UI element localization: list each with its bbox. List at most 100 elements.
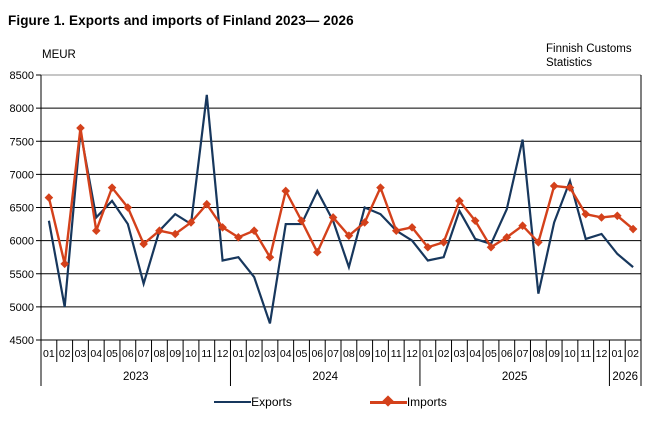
- month-label: 01: [611, 348, 623, 360]
- year-label: 2023: [123, 371, 149, 383]
- month-label: 09: [359, 348, 371, 360]
- month-label: 11: [201, 348, 212, 360]
- year-label: 2025: [502, 371, 528, 383]
- y-axis-tick-label: 7500: [10, 136, 34, 148]
- imports-marker: [155, 226, 164, 235]
- imports-marker: [281, 186, 291, 196]
- imports-marker: [455, 196, 464, 206]
- month-label: 09: [169, 348, 181, 360]
- month-label: 03: [264, 348, 276, 360]
- imports-marker: [218, 223, 227, 232]
- y-axis-tick-label: 7000: [10, 169, 34, 181]
- imports-marker: [234, 233, 243, 242]
- imports-marker: [376, 183, 385, 192]
- legend: Exports Imports: [0, 394, 661, 409]
- month-label: 06: [501, 348, 513, 360]
- month-label: 08: [154, 348, 166, 360]
- legend-item-imports: Imports: [369, 394, 447, 409]
- legend-exports-label: Exports: [251, 395, 292, 409]
- month-label: 02: [627, 348, 639, 360]
- month-label: 03: [454, 348, 466, 360]
- source-note-line2: Statistics: [546, 57, 593, 69]
- imports-marker: [313, 247, 322, 257]
- y-axis-tick-label: 8000: [10, 103, 34, 115]
- month-label: 08: [343, 348, 355, 360]
- imports-marker: [549, 181, 559, 191]
- y-axis-unit-label: MEUR: [42, 49, 76, 61]
- month-label: 08: [533, 348, 545, 360]
- year-label: 2026: [612, 371, 638, 383]
- imports-marker: [139, 239, 148, 249]
- imports-marker: [170, 229, 180, 239]
- month-label: 05: [485, 348, 497, 360]
- imports-marker: [518, 221, 527, 231]
- imports-marker: [123, 203, 133, 212]
- month-label: 06: [311, 348, 323, 360]
- imports-marker: [534, 237, 543, 247]
- imports-marker: [186, 218, 196, 227]
- month-label: 04: [469, 348, 481, 360]
- month-label: 02: [59, 348, 71, 360]
- month-label: 07: [517, 348, 529, 360]
- source-note: Finnish Customs Statistics: [546, 42, 632, 70]
- month-label: 12: [217, 348, 229, 360]
- y-axis-tick-label: 5500: [10, 269, 34, 281]
- imports-marker: [297, 216, 306, 226]
- exports-line-swatch-icon: [214, 400, 252, 404]
- y-axis-tick-label: 5000: [10, 302, 34, 314]
- figure-title: Figure 1. Exports and imports of Finland…: [8, 13, 354, 28]
- imports-marker: [470, 216, 480, 226]
- month-label: 12: [596, 348, 608, 360]
- source-note-line1: Finnish Customs: [546, 43, 632, 55]
- month-label: 01: [422, 348, 434, 360]
- y-axis-tick-label: 6000: [10, 236, 34, 248]
- imports-marker: [328, 213, 338, 222]
- imports-marker: [628, 224, 638, 234]
- month-label: 09: [548, 348, 560, 360]
- imports-marker: [423, 242, 433, 252]
- year-label: 2024: [312, 371, 338, 383]
- legend-imports-label: Imports: [406, 395, 447, 409]
- month-label: 07: [138, 348, 150, 360]
- imports-marker: [91, 226, 101, 235]
- month-label: 01: [233, 348, 245, 360]
- month-label: 04: [280, 348, 292, 360]
- month-label: 10: [375, 348, 387, 360]
- month-label: 10: [185, 348, 197, 360]
- imports-marker: [565, 183, 575, 192]
- imports-marker: [249, 226, 259, 235]
- month-label: 05: [296, 348, 308, 360]
- imports-line: [47, 127, 634, 265]
- imports-marker: [360, 218, 369, 227]
- imports-marker: [613, 211, 622, 221]
- y-axis-tick-label: 8500: [10, 70, 34, 82]
- imports-marker: [76, 123, 85, 133]
- month-label: 02: [248, 348, 260, 360]
- month-label: 11: [580, 348, 591, 360]
- imports-line-swatch-icon: [369, 394, 407, 407]
- imports-marker: [391, 226, 401, 235]
- exports-line: [47, 94, 634, 324]
- imports-marker: [439, 237, 448, 247]
- imports-marker: [407, 223, 417, 232]
- imports-marker: [202, 199, 212, 209]
- y-axis-tick-label: 4500: [10, 335, 34, 347]
- month-label: 07: [327, 348, 339, 360]
- month-label: 10: [564, 348, 576, 360]
- imports-marker: [265, 252, 275, 262]
- month-label: 05: [106, 348, 118, 360]
- y-axis-tick-label: 6500: [10, 203, 34, 215]
- month-label: 01: [43, 348, 55, 360]
- imports-diamond-marker-icon: [382, 394, 394, 407]
- imports-marker: [107, 183, 117, 192]
- month-label: 03: [75, 348, 87, 360]
- month-label: 02: [438, 348, 450, 360]
- imports-marker: [60, 259, 69, 269]
- month-label: 06: [122, 348, 134, 360]
- imports-marker: [581, 209, 591, 219]
- imports-marker: [597, 213, 606, 222]
- legend-item-exports: Exports: [214, 395, 292, 409]
- imports-marker: [502, 233, 512, 242]
